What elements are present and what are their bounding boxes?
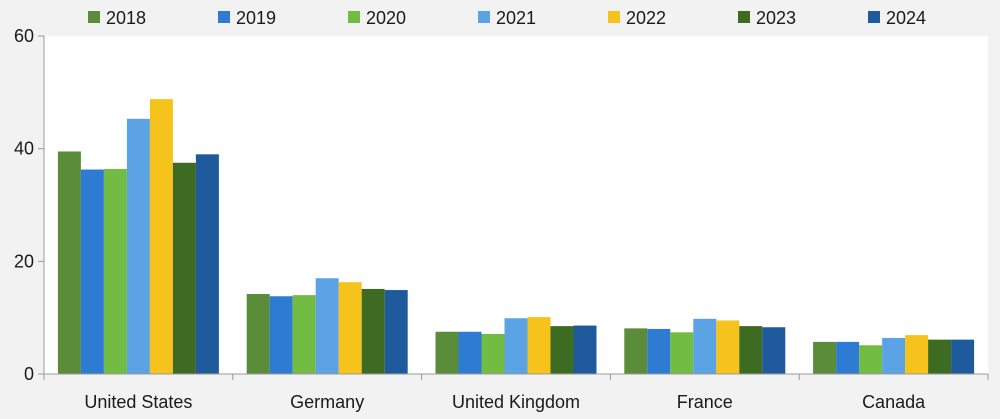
bar: Germany 2022: 16.3	[338, 282, 362, 374]
legend-label: 2023	[756, 8, 796, 28]
legend-swatch	[218, 11, 230, 23]
legend-label: 2024	[886, 8, 926, 28]
bar: Canada 2019: 5.7	[836, 341, 860, 374]
bar: United States 2022: 48.8	[149, 99, 173, 375]
bar: Canada 2020: 5.1	[859, 345, 883, 374]
bar: Germany 2018: 14.2	[246, 294, 270, 374]
bar: United Kingdom 2023: 8.5	[550, 326, 574, 374]
bar: Germany 2023: 15.1	[361, 288, 385, 374]
bar: United Kingdom 2024: 8.6	[573, 325, 597, 374]
bar: United States 2024: 39	[195, 154, 219, 374]
bar: United Kingdom 2022: 10.1	[527, 317, 551, 374]
legend-swatch	[868, 11, 880, 23]
category-label: Canada	[862, 392, 926, 412]
category-label: United Kingdom	[452, 392, 580, 412]
legend-label: 2019	[236, 8, 276, 28]
legend-label: 2021	[496, 8, 536, 28]
legend-swatch	[88, 11, 100, 23]
bar: Canada 2024: 6.1	[951, 339, 975, 374]
legend-swatch	[348, 11, 360, 23]
bar: France 2019: 8	[647, 328, 671, 374]
y-tick-label: 20	[14, 251, 34, 271]
bar: Germany 2021: 17	[315, 278, 339, 374]
bar: France 2020: 7.4	[670, 332, 694, 374]
legend-label: 2018	[106, 8, 146, 28]
bar: Canada 2018: 5.7	[813, 341, 837, 374]
bar: United Kingdom 2020: 7.1	[481, 334, 505, 374]
bar: United States 2019: 36.3	[80, 169, 104, 374]
legend-swatch	[478, 11, 490, 23]
bar: France 2024: 8.3	[762, 327, 786, 374]
bar: United Kingdom 2018: 7.5	[435, 331, 459, 374]
category-label: Germany	[290, 392, 364, 412]
y-axis: 0 20 40 60	[14, 26, 45, 384]
legend-swatch	[738, 11, 750, 23]
bar: Canada 2023: 6.1	[928, 339, 952, 374]
bar: Germany 2019: 13.8	[269, 296, 293, 374]
legend-label: 2020	[366, 8, 406, 28]
bar: Canada 2021: 6.4	[882, 337, 906, 374]
y-tick-label: 60	[14, 26, 34, 46]
bars: United States 2018: 39.5United States 20…	[57, 99, 975, 375]
bar: Germany 2024: 14.9	[384, 290, 408, 374]
bar: United States 2021: 45.3	[126, 118, 150, 374]
category-label: France	[677, 392, 733, 412]
x-axis: United States Germany United Kingdom France…	[43, 373, 989, 412]
bar: France 2022: 9.5	[716, 320, 740, 374]
bar: United States 2020: 36.4	[103, 168, 127, 374]
category-label: United States	[84, 392, 192, 412]
bar: United Kingdom 2019: 7.5	[458, 331, 482, 374]
legend-label: 2022	[626, 8, 666, 28]
legend-swatch	[608, 11, 620, 23]
bar: United States 2023: 37.5	[172, 162, 196, 374]
bar: United Kingdom 2021: 9.9	[504, 318, 528, 374]
y-tick-label: 0	[24, 364, 34, 384]
y-tick-label: 40	[14, 139, 34, 159]
legend: 2018 2019 2020 2021 2022 2023 2024	[88, 8, 926, 28]
bar: France 2021: 9.8	[693, 318, 717, 374]
bar: Germany 2020: 14	[292, 295, 316, 374]
bar: France 2023: 8.5	[739, 326, 763, 374]
bar: France 2018: 8.1	[624, 328, 648, 374]
bar: Canada 2022: 6.9	[905, 335, 929, 374]
bar: United States 2018: 39.5	[57, 151, 81, 374]
